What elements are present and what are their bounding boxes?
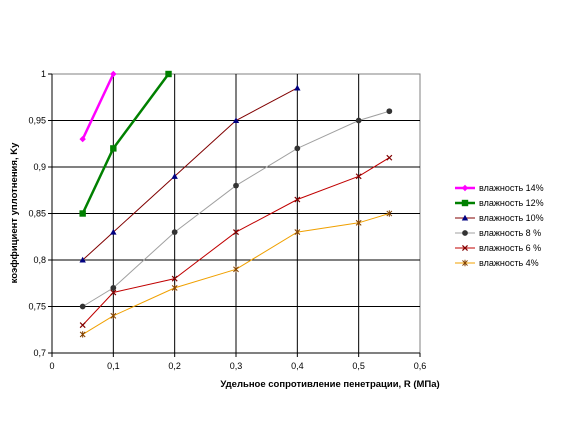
legend-label: влажность 8 % [479,228,541,238]
y-tick-labels: 0,7 0,75 0,8 0,85 0,9 0,95 1 [28,69,46,358]
data-point [355,117,362,124]
legend-label: влажность 12% [479,198,544,208]
x-tick-label: 0,6 [414,361,427,371]
series-line [81,73,115,140]
data-point [110,285,117,291]
data-point [171,275,178,282]
marker-stroke [294,196,301,203]
legend-label: влажность 4% [479,258,539,268]
data-point [233,229,239,236]
data-point [171,284,178,292]
y-tick-label: 0,75 [28,302,46,312]
x-tick-labels: 0 0,1 0,2 0,3 0,4 0,5 0,6 [49,361,426,371]
legend-item: влажность 12% [455,198,544,208]
data-point [386,210,393,217]
data-point [171,229,178,235]
data-point [79,331,86,338]
data-point [294,196,301,203]
data-point [79,135,86,143]
legend-label: влажность 6 % [479,243,541,253]
series-1 [79,70,117,143]
data-point [79,322,86,329]
marker-stroke [79,322,86,329]
legend-marker [462,259,468,267]
data-point [355,219,362,226]
legend-item: влажность 8 % [455,228,541,238]
axes [48,73,421,357]
series-6 [79,210,393,338]
series-4 [79,108,393,310]
data-point [355,173,362,180]
data-point [294,84,301,91]
data-point [165,70,172,78]
series-3 [79,84,301,263]
data-point [110,289,117,296]
legend: влажность 14% влажность 12% влажность 10% в… [455,183,544,268]
data-point [110,145,117,152]
legend-label: влажность 10% [479,213,544,223]
series-2 [79,70,172,217]
y-tick-label: 0,95 [28,116,46,126]
legend-item: влажность 14% [455,183,544,193]
y-tick-label: 0,7 [33,348,46,358]
data-point [171,173,178,179]
data-point [233,182,239,189]
data-point [294,145,301,152]
data-point [79,256,86,263]
y-tick-label: 0,9 [33,162,46,172]
y-tick-label: 1 [41,69,46,79]
data-point [233,266,239,273]
data-point [232,117,240,124]
legend-marker [461,214,469,221]
data-point [110,312,117,319]
data-point [294,228,301,236]
legend-item: влажность 6 % [455,243,541,253]
marker-stroke [355,173,362,180]
data-point [79,303,86,310]
x-tick-label: 0,3 [230,361,243,371]
legend-marker [461,184,469,192]
legend-marker [461,199,469,207]
x-tick-label: 0,5 [352,361,365,371]
x-tick-label: 0,4 [291,361,304,371]
series-group [79,70,393,338]
marker-stroke [233,229,239,236]
data-point [110,228,117,235]
data-point [79,210,86,217]
legend-marker [462,230,468,236]
y-axis-title: коэффициент уплотнения, Ky [9,142,20,283]
data-point [110,70,117,78]
x-tick-label: 0 [49,361,54,371]
marker-stroke [462,245,468,251]
legend-item: влажность 4% [455,258,539,268]
data-point [386,154,393,161]
marker-stroke [386,154,393,161]
legend-item: влажность 10% [455,213,544,223]
legend-marker [462,245,468,251]
y-tick-label: 0,85 [28,209,46,219]
x-axis-title: Удельное сопротивление пенетрации, R (МП… [220,379,439,390]
x-tick-label: 0,1 [107,361,120,371]
legend-label: влажность 14% [479,183,544,193]
y-tick-label: 0,8 [33,255,46,265]
marker-stroke [171,275,178,282]
data-point [386,108,393,115]
x-tick-label: 0,2 [168,361,181,371]
marker-stroke [110,289,117,296]
series-5 [79,154,393,329]
